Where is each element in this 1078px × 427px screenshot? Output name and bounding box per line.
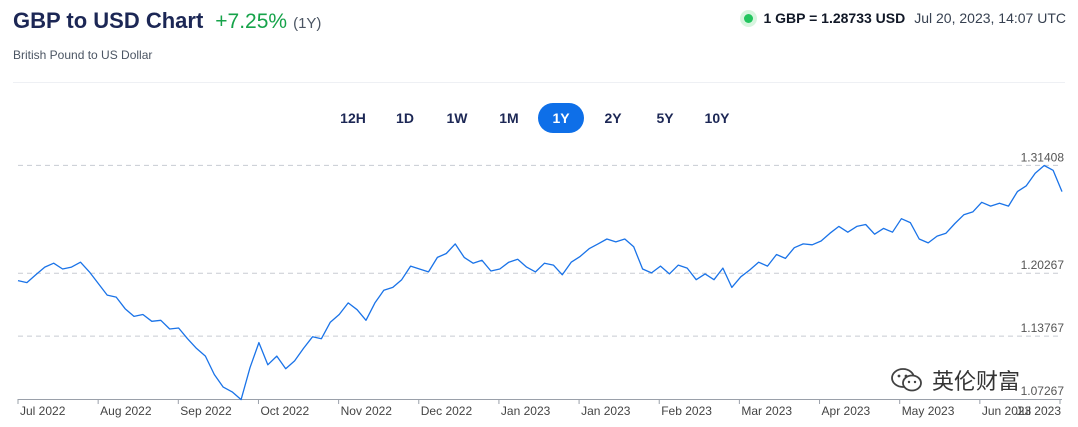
x-tick-label: May 2023 — [902, 404, 955, 418]
x-tick-label: Apr 2023 — [822, 404, 871, 418]
page-title: GBP to USD Chart — [13, 8, 204, 33]
live-dot-icon — [744, 13, 754, 23]
x-tick-label: Jan 2023 — [581, 404, 631, 418]
price-chart[interactable]: 1.31408 1.20267 1.13767 1.07267 Jul 2022 Aug … — [0, 150, 1078, 427]
series-line — [17, 164, 1063, 401]
watermark: 英伦财富 — [890, 364, 1020, 396]
x-tick-label: Jun 2023 — [982, 404, 1032, 418]
x-tick-label: Nov 2022 — [341, 404, 393, 418]
x-tick-label: Jul 2023 — [1016, 404, 1062, 418]
title-row: GBP to USD Chart +7.25% (1Y) — [13, 8, 321, 34]
rate-timestamp: Jul 20, 2023, 14:07 UTC — [914, 10, 1066, 26]
x-tick-label: Mar 2023 — [741, 404, 792, 418]
tab-12h[interactable]: 12H — [340, 110, 366, 126]
tab-1d[interactable]: 1D — [396, 110, 414, 126]
x-tick-label: Oct 2022 — [260, 404, 309, 418]
tab-5y[interactable]: 5Y — [656, 110, 674, 126]
change-period: (1Y) — [293, 15, 322, 32]
period-tabs: 12H 1D 1W 1M 1Y 2Y 5Y 10Y — [330, 103, 740, 133]
x-tick-label: Dec 2022 — [421, 404, 473, 418]
live-rate: 1 GBP = 1.28733 USD Jul 20, 2023, 14:07 … — [744, 10, 1066, 26]
header-divider — [13, 82, 1065, 83]
y-tick-label: 1.07267 — [1021, 384, 1065, 398]
y-tick-label: 1.13767 — [1021, 321, 1065, 335]
tab-1w[interactable]: 1W — [446, 110, 468, 126]
tab-10y[interactable]: 10Y — [704, 110, 730, 126]
x-tick-label: Sep 2022 — [180, 404, 232, 418]
x-tick-label: Jul 2022 — [20, 404, 66, 418]
watermark-text: 英伦财富 — [932, 369, 1021, 394]
y-tick-label: 1.31408 — [1021, 150, 1065, 164]
x-tick-label: Aug 2022 — [100, 404, 152, 418]
y-tick-label: 1.20267 — [1021, 258, 1065, 272]
tab-2y[interactable]: 2Y — [604, 110, 622, 126]
x-tick-label: Jan 2023 — [501, 404, 551, 418]
change-percent: +7.25% — [215, 10, 288, 33]
wechat-icon — [891, 368, 922, 392]
page-subtitle: British Pound to US Dollar — [13, 48, 153, 62]
tab-1y[interactable]: 1Y — [538, 103, 584, 133]
current-rate: 1 GBP = 1.28733 USD — [763, 10, 906, 26]
tab-1m[interactable]: 1M — [499, 110, 519, 126]
x-tick-label: Feb 2023 — [661, 404, 712, 418]
